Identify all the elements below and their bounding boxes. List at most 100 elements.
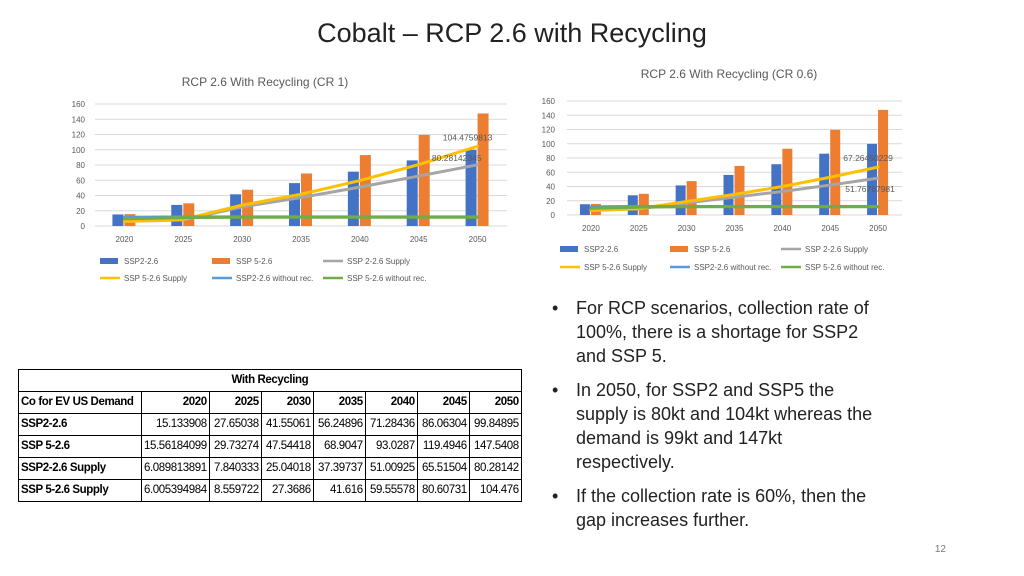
bar-ssp-5-2-6 — [686, 181, 697, 215]
table-cell: 80.28142 — [468, 457, 522, 480]
y-tick-label: 0 — [551, 211, 556, 220]
table-row: SSP2-2.6 15.133908 27.65038 41.55061 56.… — [18, 413, 522, 436]
y-tick-label: 80 — [546, 154, 555, 163]
table-cell: 80.60731 — [416, 479, 470, 502]
table-cell: 41.616 — [312, 479, 366, 502]
y-tick-label: 20 — [76, 207, 85, 216]
table-cell: 47.54418 — [260, 435, 314, 458]
chart-title: RCP 2.6 With Recycling (CR 1) — [182, 75, 349, 89]
y-tick-label: 60 — [76, 176, 85, 185]
table-header-cell: 2050 — [468, 391, 522, 414]
bullet-text: In 2050, for SSP2 and SSP5 the supply is… — [576, 380, 873, 472]
data-label: 67.26450229 — [843, 153, 893, 163]
line-ssp-5-2-6-supply — [122, 144, 480, 223]
y-tick-label: 0 — [81, 222, 86, 231]
bar-ssp2-2-6 — [112, 214, 124, 226]
bar-ssp2-2-6 — [289, 183, 300, 226]
y-tick-label: 20 — [546, 197, 555, 206]
table-header-cell: 2040 — [364, 391, 418, 414]
legend-label: SSP 5-2.6 without rec. — [347, 274, 426, 283]
bar-ssp-5-2-6 — [418, 134, 430, 226]
bar-ssp-5-2-6 — [477, 113, 489, 226]
bar-ssp2-2-6 — [230, 194, 242, 226]
legend-swatch — [670, 246, 688, 252]
y-tick-label: 160 — [542, 97, 556, 106]
table-header-cell: 2035 — [312, 391, 366, 414]
table-header-cell: 2025 — [208, 391, 262, 414]
table-cell: 6.089813891 — [141, 457, 210, 480]
x-tick-label: 2050 — [869, 224, 887, 233]
legend-label: SSP 5-2.6 Supply — [124, 274, 187, 283]
bar-ssp-5-2-6 — [183, 203, 195, 226]
bar-ssp2-2-6 — [579, 204, 590, 215]
y-tick-label: 140 — [72, 115, 86, 124]
x-tick-label: 2045 — [410, 235, 428, 244]
legend-label: SSP2-2.6 — [124, 257, 159, 266]
table-cell: 15.56184099 — [141, 435, 210, 458]
bar-ssp2-2-6 — [406, 160, 418, 226]
bar-ssp2-2-6 — [465, 149, 477, 226]
y-tick-label: 140 — [542, 111, 556, 120]
bar-ssp-5-2-6 — [638, 193, 649, 215]
legend-swatch — [560, 246, 578, 252]
table-cell: 27.65038 — [208, 413, 262, 436]
bullet-icon: • — [552, 486, 559, 506]
table-cell: 71.28436 — [364, 413, 418, 436]
table-cell: 65.51504 — [416, 457, 470, 480]
y-tick-label: 40 — [546, 183, 555, 192]
table-cell: 56.24896 — [312, 413, 366, 436]
x-tick-label: 2025 — [630, 224, 648, 233]
table-row-label: SSP2-2.6 — [18, 413, 142, 436]
table-caption-row: With Recycling — [18, 369, 522, 392]
y-tick-label: 100 — [542, 140, 556, 149]
table-row-label: SSP 5-2.6 — [18, 435, 142, 458]
table-header-row: Co for EV US Demand 2020 2025 2030 2035 … — [18, 391, 522, 414]
bar-ssp-5-2-6 — [830, 129, 841, 215]
x-tick-label: 2020 — [116, 235, 134, 244]
table-cell: 59.55578 — [364, 479, 418, 502]
table-header-cell: 2045 — [416, 391, 470, 414]
x-tick-label: 2040 — [351, 235, 369, 244]
table-row: SSP2-2.6 Supply 6.089813891 7.840333 25.… — [18, 457, 522, 480]
y-tick-label: 100 — [72, 146, 86, 155]
table-row: SSP 5-2.6 15.56184099 29.73274 47.54418 … — [18, 435, 522, 458]
table-caption: With Recycling — [18, 369, 522, 392]
bullet-icon: • — [552, 380, 559, 400]
line-ssp-5-2-6-without-rec- — [589, 205, 880, 210]
table-cell: 51.00925 — [364, 457, 418, 480]
y-tick-label: 120 — [542, 126, 556, 135]
legend-label: SSP2-2.6 — [584, 245, 619, 254]
line-ssp-5-2-6-without-rec- — [122, 215, 480, 221]
x-tick-label: 2025 — [174, 235, 192, 244]
x-tick-label: 2035 — [292, 235, 310, 244]
legend-label: SSP 2-2.6 Supply — [805, 245, 868, 254]
table-cell: 147.5408 — [468, 435, 522, 458]
bar-ssp-5-2-6 — [878, 109, 889, 215]
bullet-item: • If the collection rate is 60%, then the… — [550, 484, 880, 532]
legend-label: SSP 5-2.6 — [694, 245, 731, 254]
bullet-item: • For RCP scenarios, collection rate of 1… — [550, 296, 880, 368]
bar-ssp-5-2-6 — [734, 165, 745, 215]
data-label: 104.4759813 — [443, 132, 493, 142]
legend-label: SSP2-2.6 without rec. — [236, 274, 313, 283]
table-header-cell: Co for EV US Demand — [18, 391, 142, 414]
data-label: 51.76767981 — [845, 184, 895, 194]
chart-title: RCP 2.6 With Recycling (CR 0.6) — [641, 67, 818, 81]
x-tick-label: 2030 — [678, 224, 696, 233]
data-label: 80.28142345 — [432, 153, 482, 163]
table-cell: 104.476 — [468, 479, 522, 502]
bar-ssp-5-2-6 — [782, 148, 793, 215]
bar-ssp-5-2-6 — [242, 189, 254, 226]
bar-ssp-5-2-6 — [301, 173, 312, 226]
chart-cr06: RCP 2.6 With Recycling (CR 0.6)020406080… — [542, 67, 902, 272]
legend-label: SSP 5-2.6 — [236, 257, 273, 266]
table-cell: 25.04018 — [260, 457, 314, 480]
legend-label: SSP 5-2.6 Supply — [584, 263, 647, 272]
x-tick-label: 2035 — [726, 224, 744, 233]
table-cell: 99.84895 — [468, 413, 522, 436]
legend-label: SSP 2-2.6 Supply — [347, 257, 410, 266]
legend-swatch — [212, 258, 230, 264]
table-header-cell: 2030 — [260, 391, 314, 414]
table-cell: 93.0287 — [364, 435, 418, 458]
table-cell: 41.55061 — [260, 413, 314, 436]
